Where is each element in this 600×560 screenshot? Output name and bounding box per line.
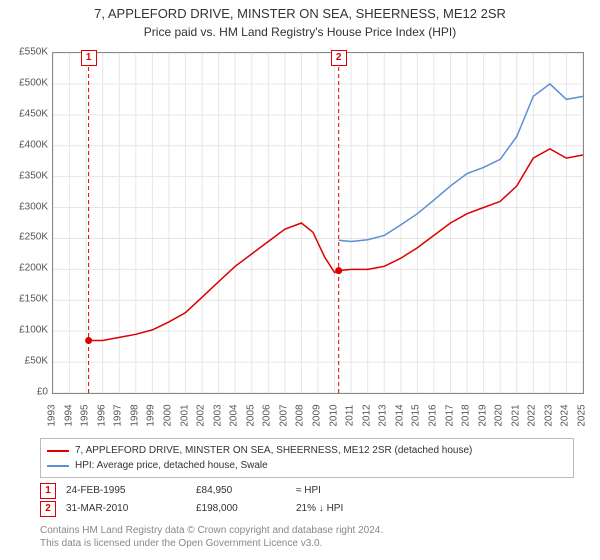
- legend-label: 7, APPLEFORD DRIVE, MINSTER ON SEA, SHEE…: [75, 443, 472, 458]
- chart-subtitle: Price paid vs. HM Land Registry's House …: [0, 23, 600, 45]
- chart-title: 7, APPLEFORD DRIVE, MINSTER ON SEA, SHEE…: [0, 0, 600, 23]
- legend-label: HPI: Average price, detached house, Swal…: [75, 458, 268, 473]
- date-cell: 24-FEB-1995: [66, 482, 186, 500]
- legend-item: 7, APPLEFORD DRIVE, MINSTER ON SEA, SHEE…: [47, 443, 567, 458]
- price-cell: £84,950: [196, 482, 286, 500]
- legend-item: HPI: Average price, detached house, Swal…: [47, 458, 567, 473]
- table-row: 2 31-MAR-2010 £198,000 21% ↓ HPI: [40, 500, 560, 518]
- footer: Contains HM Land Registry data © Crown c…: [40, 524, 560, 550]
- date-cell: 31-MAR-2010: [66, 500, 186, 518]
- legend: 7, APPLEFORD DRIVE, MINSTER ON SEA, SHEE…: [40, 438, 574, 478]
- legend-swatch: [47, 450, 69, 452]
- footer-line: Contains HM Land Registry data © Crown c…: [40, 524, 560, 537]
- rel-cell: 21% ↓ HPI: [296, 500, 386, 518]
- chart-plot: [52, 52, 584, 394]
- marker-badge: 2: [40, 501, 56, 517]
- legend-swatch: [47, 465, 69, 467]
- marker-badge: 1: [40, 483, 56, 499]
- footer-line: This data is licensed under the Open Gov…: [40, 537, 560, 550]
- chart-svg: [53, 53, 583, 393]
- rel-cell: ≈ HPI: [296, 482, 386, 500]
- price-cell: £198,000: [196, 500, 286, 518]
- table-row: 1 24-FEB-1995 £84,950 ≈ HPI: [40, 482, 560, 500]
- datapoint-table: 1 24-FEB-1995 £84,950 ≈ HPI 2 31-MAR-201…: [40, 482, 560, 518]
